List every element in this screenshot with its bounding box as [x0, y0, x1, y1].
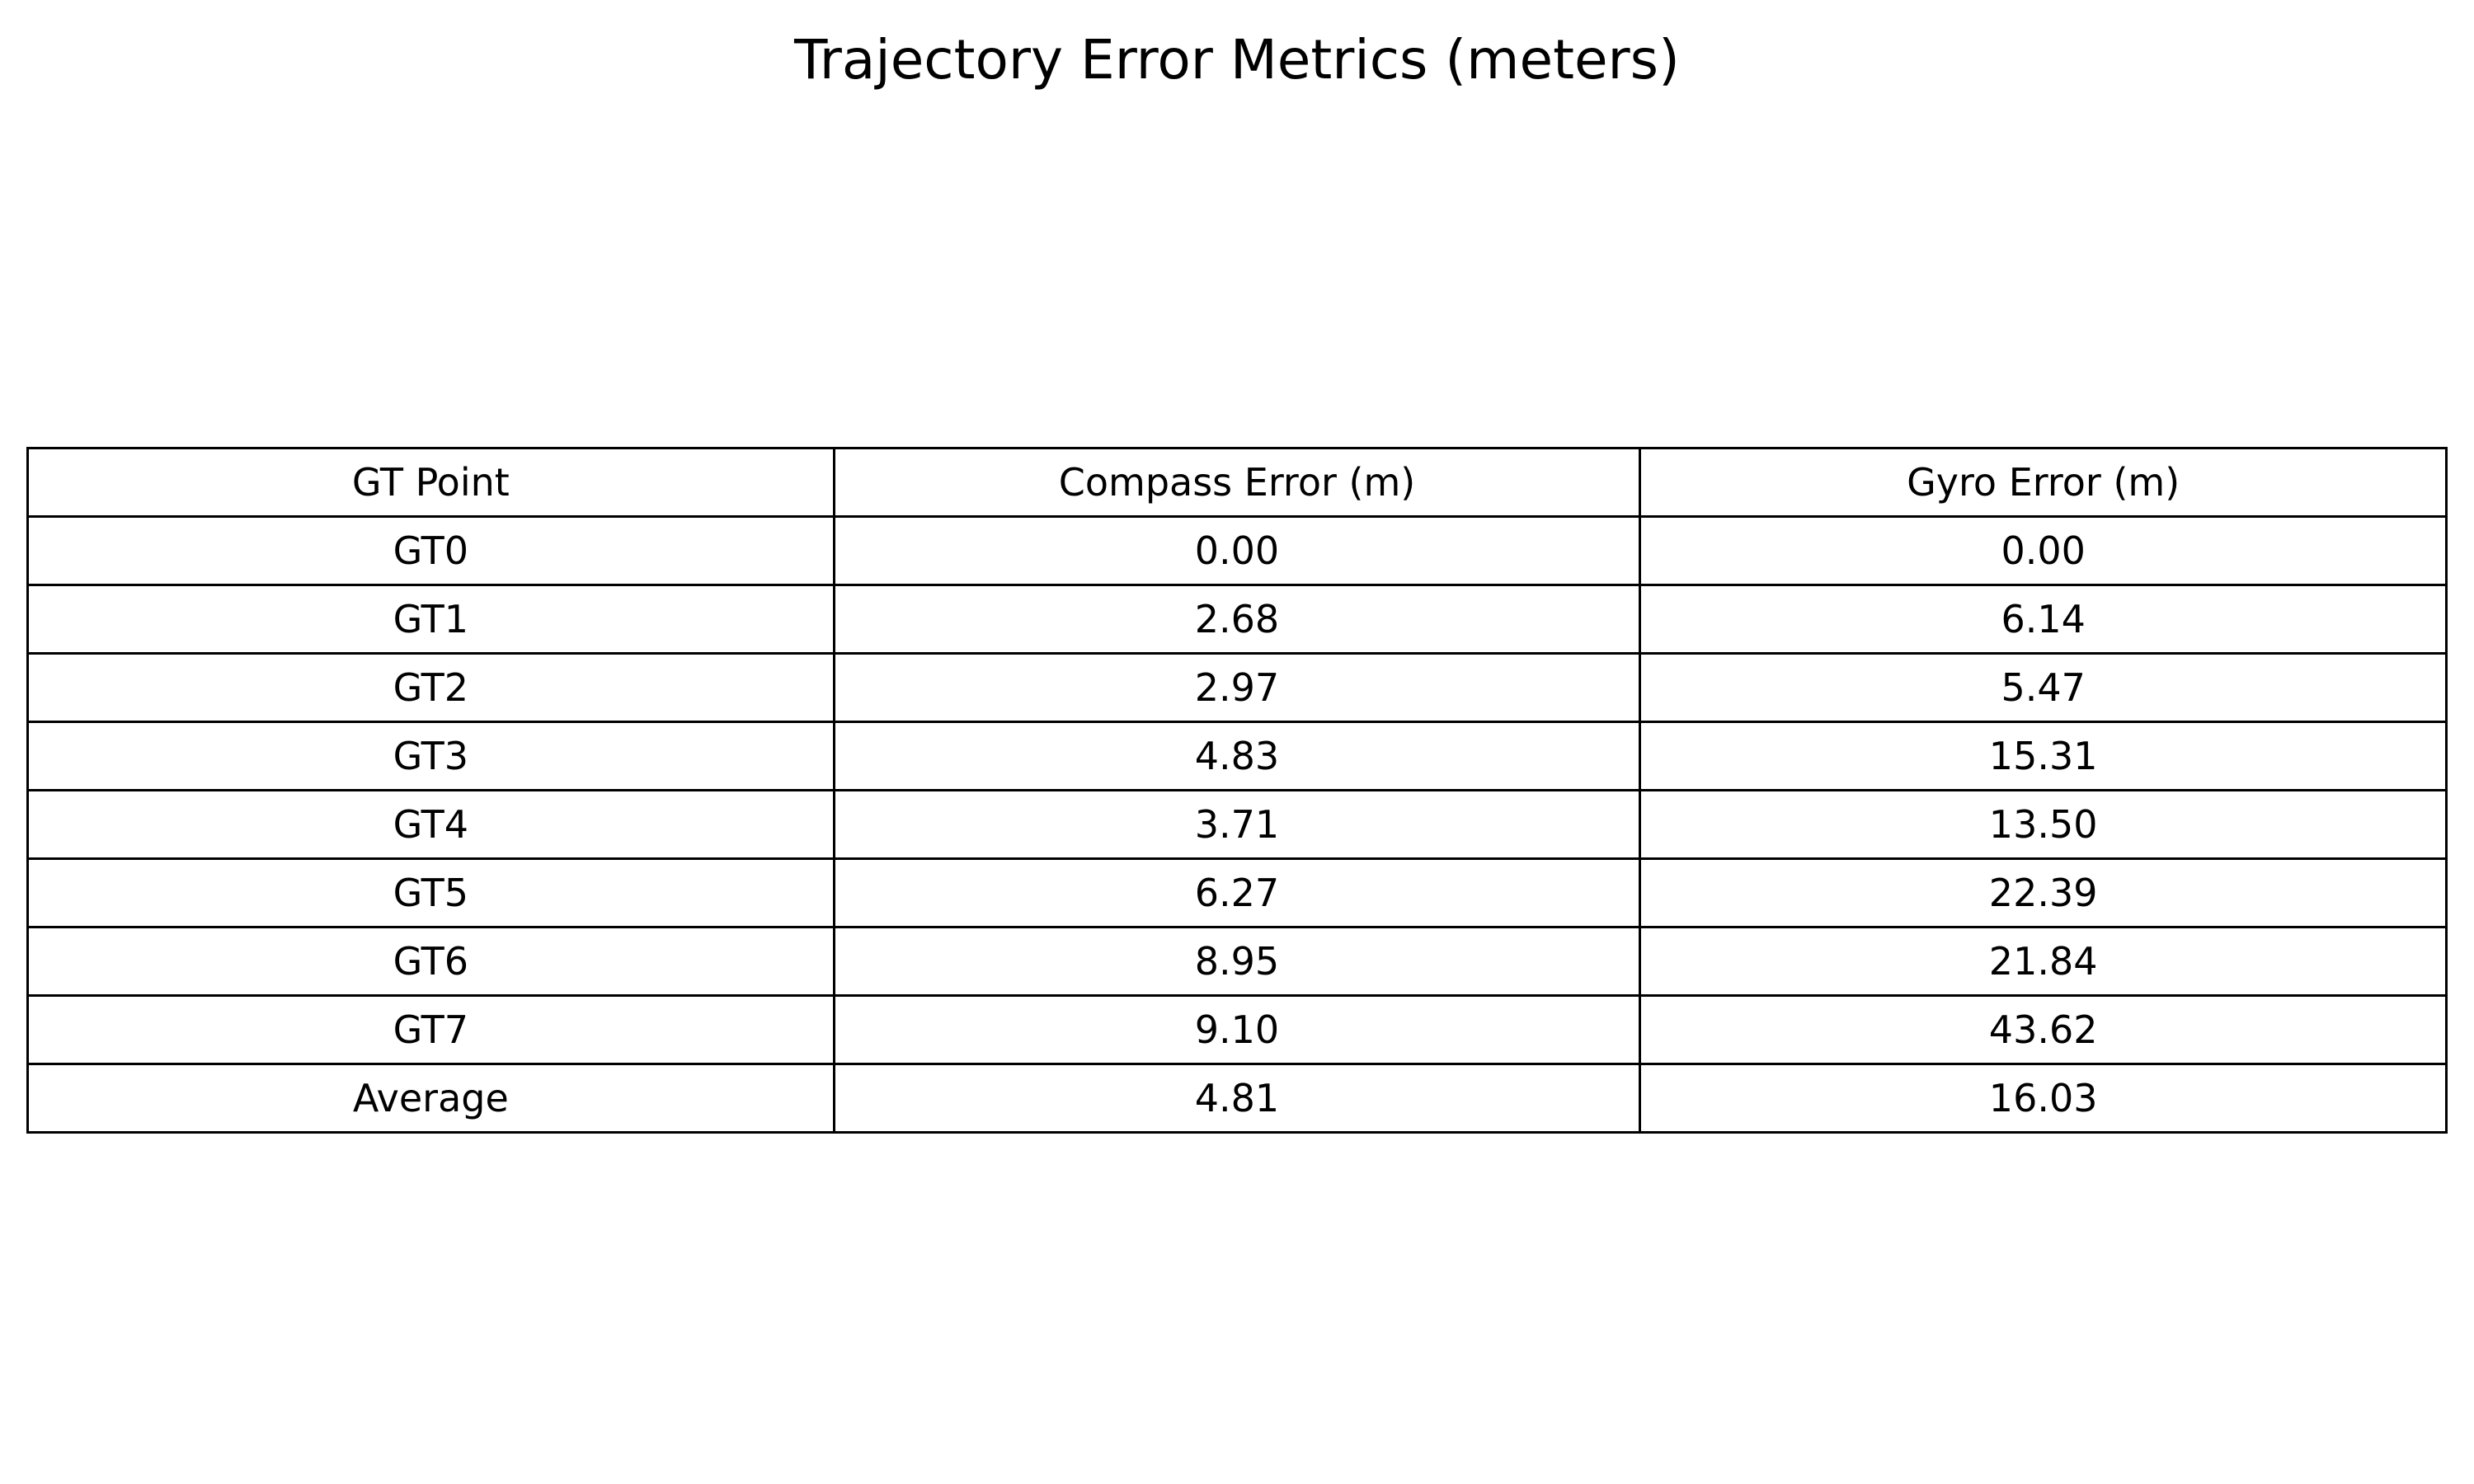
cell-gyro-error: 0.00: [1639, 515, 2448, 586]
cell-compass-error: 3.71: [832, 789, 1642, 860]
cell-gt-point: GT4: [26, 789, 835, 860]
cell-gyro-error: 6.14: [1639, 584, 2448, 655]
cell-gyro-error: 15.31: [1639, 721, 2448, 791]
table-row: GT1 2.68 6.14: [26, 584, 2448, 655]
cell-compass-error: 6.27: [832, 857, 1642, 928]
header-row: GT Point Compass Error (m) Gyro Error (m…: [26, 447, 2448, 518]
cell-gt-point: GT2: [26, 652, 835, 723]
cell-gt-point: Average: [26, 1063, 835, 1134]
cell-compass-error: 4.81: [832, 1063, 1642, 1134]
table-body: GT0 0.00 0.00 GT1 2.68 6.14 GT2 2.97 5.4…: [26, 515, 2448, 1134]
cell-gyro-error: 5.47: [1639, 652, 2448, 723]
cell-gyro-error: 16.03: [1639, 1063, 2448, 1134]
table-header: GT Point Compass Error (m) Gyro Error (m…: [26, 447, 2448, 518]
cell-gt-point: GT0: [26, 515, 835, 586]
cell-gt-point: GT3: [26, 721, 835, 791]
table-row-average: Average 4.81 16.03: [26, 1063, 2448, 1134]
cell-gt-point: GT7: [26, 994, 835, 1065]
cell-compass-error: 2.68: [832, 584, 1642, 655]
metrics-table: GT Point Compass Error (m) Gyro Error (m…: [26, 447, 2448, 1134]
table-row: GT3 4.83 15.31: [26, 721, 2448, 791]
cell-gt-point: GT5: [26, 857, 835, 928]
cell-compass-error: 8.95: [832, 926, 1642, 997]
cell-compass-error: 0.00: [832, 515, 1642, 586]
column-header-compass-error: Compass Error (m): [832, 447, 1642, 518]
cell-compass-error: 2.97: [832, 652, 1642, 723]
metrics-table-container: GT Point Compass Error (m) Gyro Error (m…: [26, 447, 2448, 1134]
cell-gyro-error: 22.39: [1639, 857, 2448, 928]
table-row: GT4 3.71 13.50: [26, 789, 2448, 860]
table-row: GT7 9.10 43.62: [26, 994, 2448, 1065]
cell-gyro-error: 13.50: [1639, 789, 2448, 860]
cell-compass-error: 4.83: [832, 721, 1642, 791]
chart-title: Trajectory Error Metrics (meters): [794, 28, 1680, 92]
cell-gyro-error: 21.84: [1639, 926, 2448, 997]
cell-gt-point: GT6: [26, 926, 835, 997]
column-header-gt-point: GT Point: [26, 447, 835, 518]
table-row: GT6 8.95 21.84: [26, 926, 2448, 997]
table-row: GT0 0.00 0.00: [26, 515, 2448, 586]
table-row: GT2 2.97 5.47: [26, 652, 2448, 723]
cell-gyro-error: 43.62: [1639, 994, 2448, 1065]
column-header-gyro-error: Gyro Error (m): [1639, 447, 2448, 518]
table-row: GT5 6.27 22.39: [26, 857, 2448, 928]
cell-gt-point: GT1: [26, 584, 835, 655]
cell-compass-error: 9.10: [832, 994, 1642, 1065]
